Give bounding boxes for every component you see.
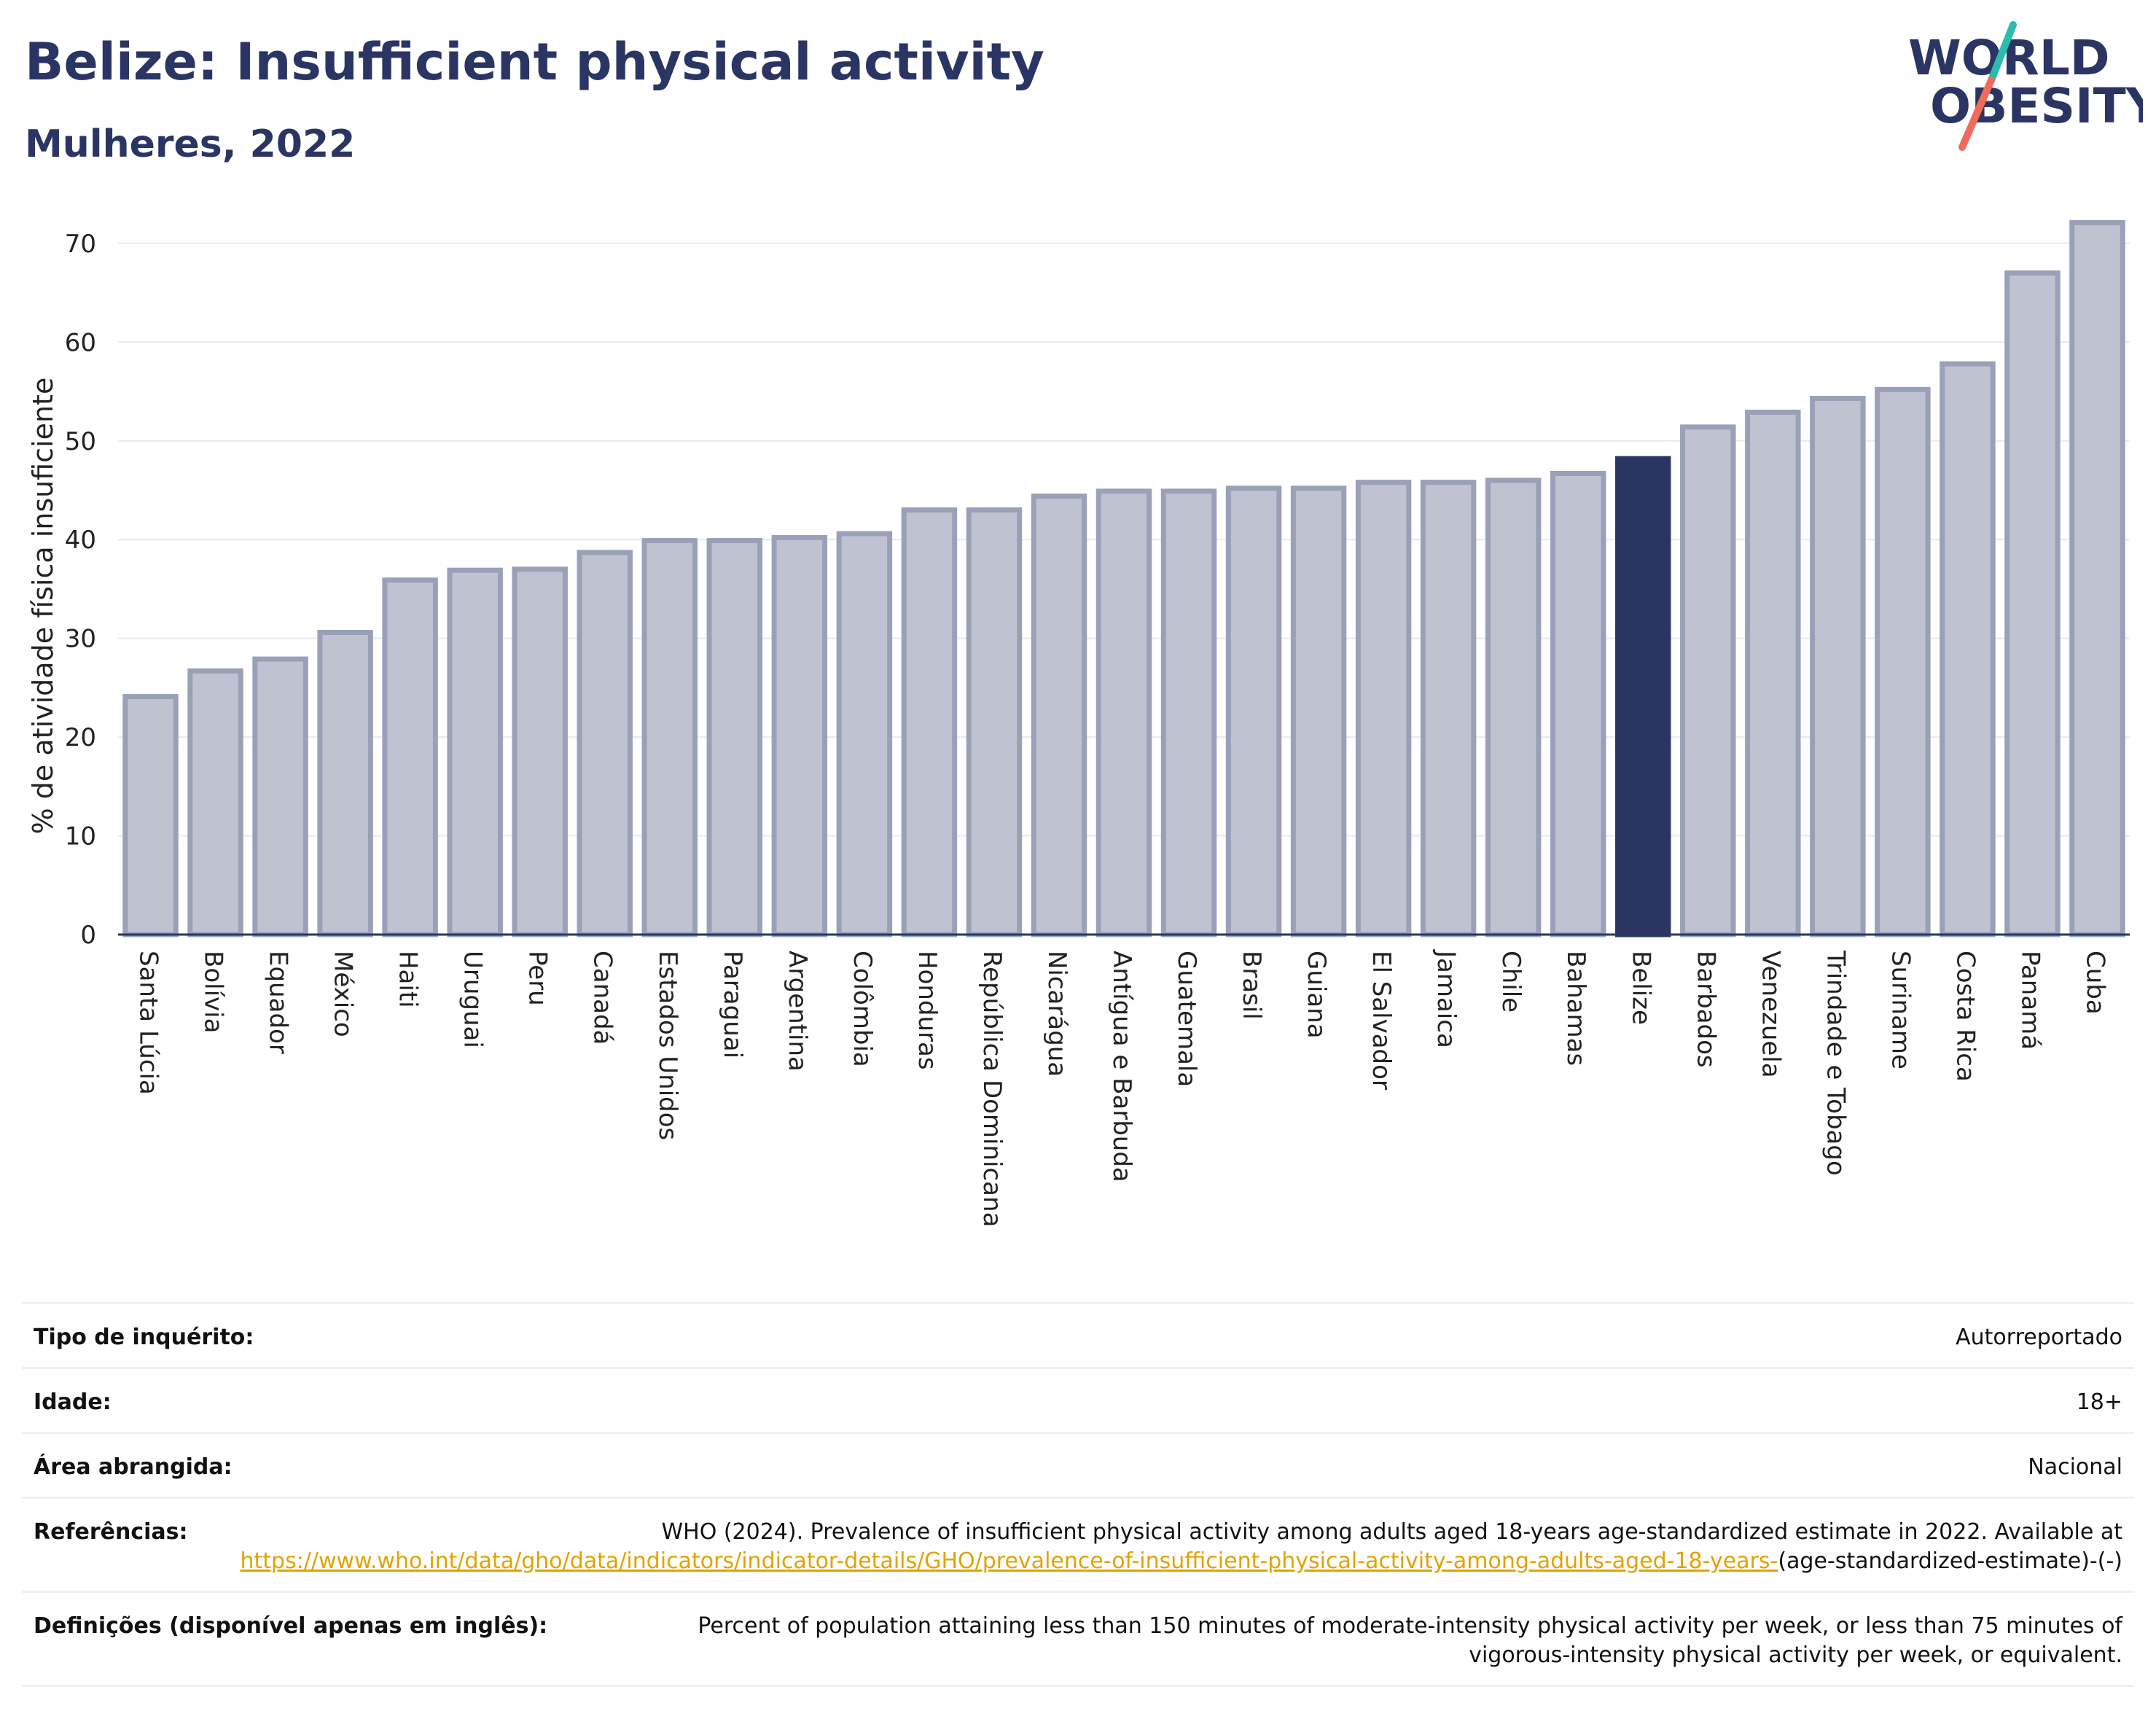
bar-belize — [1615, 456, 1671, 937]
x-tick-label: Peru — [523, 951, 552, 1006]
x-tick-label: Antígua e Barbuda — [1107, 951, 1136, 1182]
bar-canad- — [577, 550, 633, 937]
bar-jamaica — [1420, 480, 1477, 937]
chart-subtitle: Mulheres, 2022 — [25, 122, 356, 166]
info-value: WHO (2024). Prevalence of insufficient p… — [240, 1519, 2122, 1574]
bar-honduras — [901, 507, 958, 937]
bar-ant-gua-e-barbuda — [1095, 488, 1152, 937]
bar-el-salvador — [1355, 480, 1412, 937]
bar-chart: 0 10 20 30 40 50 60 70 Santa Lúcia Bolívia Equado… — [27, 219, 2130, 1227]
info-key: Idade: — [34, 1389, 112, 1415]
x-tick-label: Equador — [264, 951, 293, 1054]
y-tick-label: 10 — [65, 822, 96, 851]
y-tick-label: 50 — [65, 427, 96, 456]
bar-bahamas — [1550, 470, 1606, 937]
bar-equador — [252, 656, 308, 937]
x-tick-label: Chile — [1496, 951, 1526, 1013]
x-tick-label: Paraguai — [718, 951, 747, 1058]
x-tick-label: Colômbia — [848, 951, 877, 1067]
info-row: Idade: 18+ — [22, 1367, 2134, 1432]
info-row: Área abrangida: Nacional — [22, 1432, 2134, 1497]
chart-title: Belize: Insufficient physical activity — [25, 32, 1044, 92]
bar-santa-l-cia — [122, 694, 179, 937]
info-row: Tipo de inquérito: Autorreportado — [22, 1302, 2134, 1367]
bar-nicar-gua — [1031, 494, 1087, 937]
x-tick-label: Guatemala — [1172, 951, 1201, 1087]
x-tick-label: Santa Lúcia — [134, 951, 163, 1095]
x-tick-label: Jamaica — [1432, 949, 1461, 1048]
info-value: Autorreportado — [1956, 1325, 2122, 1350]
info-row: Definições (disponível apenas em inglês)… — [22, 1591, 2134, 1687]
y-tick-label: 20 — [65, 723, 96, 752]
x-tick-label: Panamá — [2015, 951, 2044, 1050]
x-tick-label: El Salvador — [1367, 951, 1396, 1090]
reference-link[interactable]: https://www.who.int/data/gho/data/indica… — [240, 1548, 1778, 1574]
bar-peru — [512, 566, 568, 937]
bar-uruguai — [447, 567, 503, 937]
info-key: Definições (disponível apenas em inglês)… — [34, 1613, 548, 1639]
x-tick-label: Uruguai — [458, 951, 488, 1048]
info-table: Tipo de inquérito: Autorreportado Idade: 18… — [22, 1302, 2134, 1687]
y-tick-label: 70 — [65, 230, 96, 259]
x-tick-label: Cuba — [2080, 951, 2109, 1015]
x-tick-label: República Dominicana — [977, 951, 1007, 1227]
bar-estados-unidos — [641, 538, 698, 937]
info-key: Área abrangida: — [34, 1454, 233, 1480]
y-axis-ticks: 0 10 20 30 40 50 60 70 — [65, 230, 96, 950]
bar-venezuela — [1745, 409, 1801, 937]
x-tick-label: Belize — [1626, 951, 1655, 1025]
info-key: Tipo de inquérito: — [34, 1325, 254, 1350]
bar-guatemala — [1160, 488, 1217, 937]
bar-haiti — [382, 577, 438, 937]
x-tick-label: Brasil — [1237, 951, 1266, 1020]
x-tick-label: Canadá — [588, 951, 617, 1045]
bar-argentina — [771, 534, 828, 937]
bar-cuba — [2069, 219, 2125, 937]
x-tick-label: Nicarágua — [1042, 951, 1071, 1077]
x-axis-labels: Santa Lúcia Bolívia Equador México Haiti Urug… — [134, 949, 2110, 1227]
reference-suffix: (age-standardized-estimate)-(-) — [1778, 1548, 2122, 1574]
bar-panam- — [2004, 270, 2061, 937]
bar-suriname — [1875, 386, 1931, 937]
bar-paraguai — [706, 538, 763, 937]
x-tick-label: México — [329, 951, 358, 1037]
info-value: Nacional — [2028, 1454, 2122, 1480]
bar-m-xico — [317, 630, 373, 937]
y-tick-label: 60 — [65, 328, 96, 357]
bars — [122, 219, 2125, 937]
bar-barbados — [1680, 424, 1736, 937]
logo-slash-top — [1988, 21, 2017, 84]
x-tick-label: Barbados — [1691, 951, 1720, 1068]
logo-line2: OBESITY — [1930, 78, 2143, 134]
info-row: Referências: WHO (2024). Prevalence of in… — [22, 1497, 2134, 1591]
x-tick-label: Trindade e Tobago — [1821, 950, 1850, 1176]
bar-rep-blica-dominicana — [966, 507, 1023, 937]
y-tick-label: 40 — [65, 526, 96, 555]
y-tick-label: 30 — [65, 625, 96, 654]
bar-brasil — [1225, 486, 1282, 937]
bar-trindade-e-tobago — [1810, 396, 1866, 937]
y-tick-label: 0 — [80, 921, 96, 950]
bar-bol-via — [187, 668, 243, 937]
bar-costa-rica — [1940, 361, 1996, 937]
bar-chile — [1485, 477, 1542, 937]
x-tick-label: Haiti — [394, 951, 423, 1008]
info-key: Referências: — [34, 1519, 188, 1545]
x-tick-label: Argentina — [783, 951, 812, 1072]
x-tick-label: Suriname — [1886, 951, 1915, 1069]
y-axis-title: % de atividade física insuficiente — [27, 378, 59, 835]
x-tick-label: Guiana — [1302, 951, 1331, 1039]
x-tick-label: Estados Unidos — [653, 951, 682, 1140]
x-tick-label: Venezuela — [1756, 951, 1785, 1078]
bar-guiana — [1290, 486, 1347, 937]
x-tick-label: Bolívia — [199, 951, 228, 1033]
x-tick-label: Bahamas — [1561, 951, 1590, 1066]
bar-col-mbia — [836, 531, 893, 937]
info-value: Percent of population attaining less tha… — [698, 1613, 2122, 1668]
world-obesity-logo: WORLD OBESITY — [1908, 21, 2143, 151]
x-tick-label: Costa Rica — [1950, 951, 1980, 1082]
info-value: 18+ — [2076, 1389, 2122, 1415]
x-tick-label: Honduras — [913, 951, 942, 1070]
logo-slash-bottom — [1958, 77, 1995, 151]
